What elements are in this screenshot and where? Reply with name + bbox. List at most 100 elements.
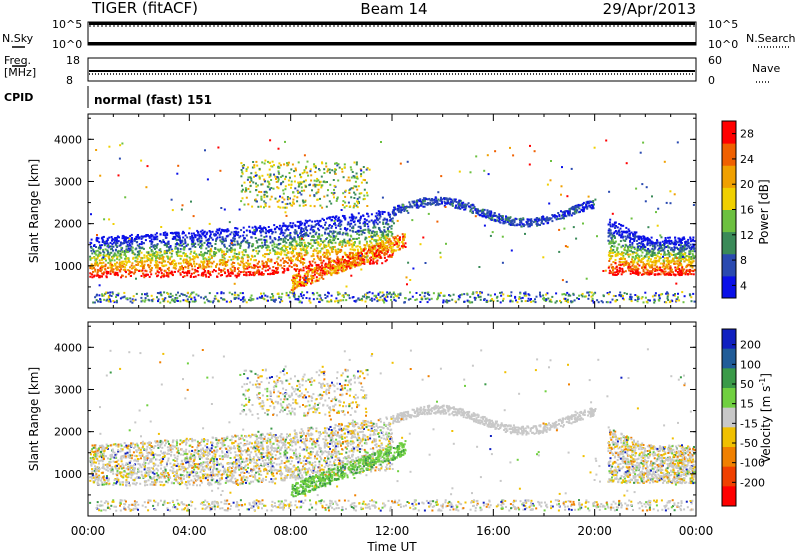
echo-pixel bbox=[321, 247, 324, 250]
echo-pixel bbox=[217, 248, 219, 251]
echo-pixel bbox=[379, 238, 382, 241]
echo-pixel bbox=[693, 240, 696, 243]
echo-pixel bbox=[357, 229, 360, 232]
nsky-base bbox=[88, 42, 696, 45]
echo-pixel bbox=[229, 233, 232, 236]
echo-pixel bbox=[206, 271, 209, 274]
echo-pixel bbox=[592, 200, 595, 202]
echo-pixel bbox=[425, 203, 428, 206]
echo-pixel bbox=[190, 263, 192, 266]
echo-pixel bbox=[337, 238, 340, 240]
echo-pixel bbox=[318, 236, 321, 239]
echo-pixel bbox=[644, 266, 647, 269]
echo-pixel bbox=[268, 205, 271, 208]
echo-pixel bbox=[655, 269, 658, 272]
echo-pixel bbox=[614, 267, 617, 270]
echo-pixel bbox=[632, 252, 635, 255]
echo-pixel bbox=[294, 279, 297, 282]
echo-pixel bbox=[668, 255, 671, 258]
echo-pixel bbox=[185, 244, 188, 247]
echo-pixel bbox=[678, 267, 681, 270]
echo-pixel bbox=[338, 232, 341, 235]
echo-pixel bbox=[646, 249, 649, 252]
echo-pixel bbox=[609, 229, 612, 232]
echo-pixel bbox=[230, 239, 233, 242]
echo-pixel bbox=[255, 250, 258, 253]
echo-pixel bbox=[221, 259, 224, 261]
echo-pixel bbox=[109, 241, 112, 244]
echo-pixel bbox=[667, 267, 670, 270]
echo-pixel bbox=[315, 265, 318, 268]
echo-pixel bbox=[373, 239, 376, 242]
echo-pixel bbox=[303, 241, 306, 244]
echo-pixel bbox=[390, 234, 393, 237]
echo-pixel bbox=[109, 248, 112, 251]
echo-pixel bbox=[187, 260, 190, 263]
echo-pixel bbox=[398, 248, 401, 251]
echo-pixel bbox=[633, 246, 636, 249]
echo-pixel bbox=[322, 253, 324, 256]
echo-pixel bbox=[291, 279, 293, 282]
echo-pixel bbox=[257, 205, 260, 208]
echo-pixel bbox=[216, 236, 219, 239]
echo-pixel bbox=[482, 211, 485, 213]
echo-pixel bbox=[349, 248, 352, 251]
echo-pixel bbox=[150, 273, 153, 276]
echo-pixel bbox=[158, 258, 161, 260]
echo-pixel bbox=[201, 232, 204, 235]
echo-pixel bbox=[230, 269, 233, 272]
echo-pixel bbox=[544, 220, 547, 223]
echo-pixel bbox=[223, 262, 226, 265]
echo-pixel bbox=[264, 203, 267, 206]
echo-pixel bbox=[119, 250, 122, 253]
echo-pixel bbox=[314, 280, 317, 283]
echo-pixel bbox=[270, 195, 273, 198]
echo-pixel bbox=[437, 203, 440, 205]
echo-pixel bbox=[151, 267, 153, 269]
echo-pixel bbox=[686, 263, 689, 266]
echo-pixel bbox=[221, 274, 223, 276]
echo-pixel bbox=[186, 274, 189, 277]
echo-pixel bbox=[364, 247, 367, 250]
echo-pixel bbox=[356, 197, 359, 200]
echo-pixel bbox=[337, 179, 340, 182]
echo-pixel bbox=[179, 240, 182, 243]
echo-pixel bbox=[124, 257, 127, 260]
echo-pixel bbox=[318, 267, 321, 270]
echo-pixel bbox=[162, 232, 165, 234]
echo-pixel bbox=[109, 266, 112, 269]
echo-pixel bbox=[622, 254, 625, 257]
echo-pixel bbox=[377, 234, 380, 237]
echo-pixel bbox=[659, 262, 662, 265]
echo-pixel bbox=[397, 210, 400, 213]
echo-pixel bbox=[273, 243, 276, 246]
echo-pixel bbox=[229, 249, 232, 252]
cpid-text: normal (fast) 151 bbox=[94, 93, 212, 107]
echo-pixel bbox=[108, 236, 111, 239]
echo-pixel bbox=[659, 269, 662, 272]
echo-pixel bbox=[614, 236, 616, 239]
echo-pixel bbox=[303, 276, 306, 279]
echo-pixel bbox=[689, 256, 692, 259]
echo-pixel bbox=[274, 238, 277, 241]
echo-pixel bbox=[187, 267, 190, 270]
echo-pixel bbox=[221, 254, 224, 257]
echo-pixel bbox=[140, 243, 143, 246]
echo-pixel bbox=[292, 275, 295, 278]
echo-pixel bbox=[160, 268, 163, 271]
echo-pixel bbox=[513, 219, 516, 222]
echo-pixel bbox=[349, 219, 352, 222]
echo-pixel bbox=[89, 267, 92, 270]
echo-pixel bbox=[165, 274, 168, 277]
echo-pixel bbox=[506, 220, 509, 223]
echo-pixel bbox=[278, 243, 280, 245]
echo-pixel bbox=[591, 207, 594, 210]
echo-pixel bbox=[282, 189, 285, 192]
echo-pixel bbox=[116, 256, 119, 259]
echo-pixel bbox=[441, 198, 443, 201]
echo-pixel bbox=[640, 246, 643, 249]
echo-pixel bbox=[471, 211, 474, 214]
echo-pixel bbox=[179, 242, 182, 244]
echo-pixel bbox=[133, 253, 136, 256]
